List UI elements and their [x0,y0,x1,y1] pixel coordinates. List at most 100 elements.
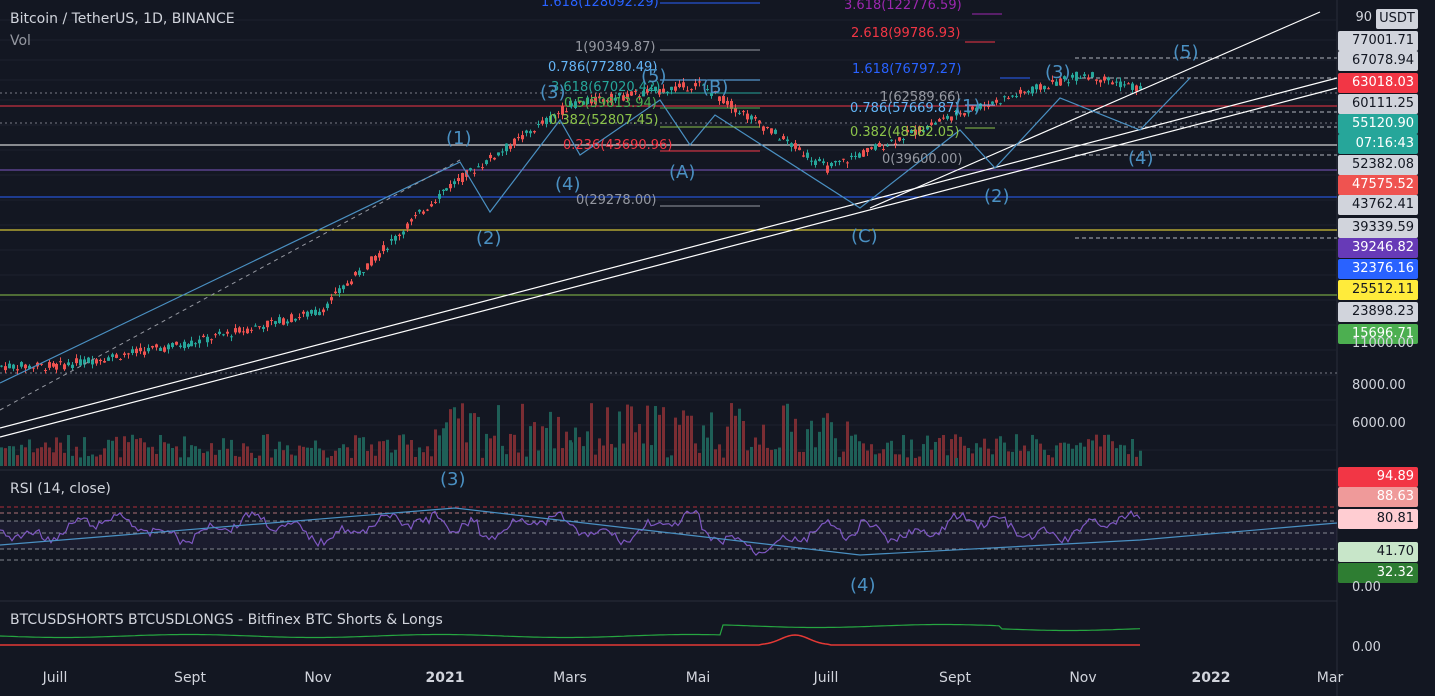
volume-bar [870,444,873,466]
rsi-level-badge[interactable]: 80.81 [1338,509,1418,529]
price-level-badge[interactable]: 52382.08 [1338,155,1418,175]
volume-bar [662,407,665,466]
price-level-badge[interactable]: 67078.94 [1338,51,1418,71]
volume-bar [658,414,661,466]
longs-line [0,623,1141,639]
candle-body [1019,89,1022,94]
candle-body [565,111,568,113]
volume-bar [1103,434,1106,466]
volume-bar [362,437,365,466]
price-level-badge[interactable]: 39339.59 [1338,218,1418,238]
fib-label: 1.618(76797.27) [852,62,962,77]
candle-body [638,96,641,98]
volume-bar [461,403,464,466]
price-level-badge[interactable]: 47575.52 [1338,175,1418,195]
price-level-badge[interactable]: 55120.90 [1338,114,1418,134]
volume-bar [878,453,881,466]
candle-body [175,341,178,345]
volume-bar [489,438,492,466]
volume-bar [75,446,78,466]
time-axis-tick: Juill [813,670,839,686]
candle-body [806,152,809,158]
candle-body [362,272,365,274]
price-level-badge[interactable]: 90 [1355,10,1372,25]
candle-body [477,166,480,168]
volume-bar [979,447,982,466]
candle-body [270,319,273,321]
candle-body [1099,79,1102,83]
candle-body [290,314,293,323]
wave-label: (B) [702,77,729,98]
candle-body [1043,85,1046,90]
price-level-badge[interactable]: 43762.41 [1338,195,1418,215]
volume-bar [99,454,102,466]
rsi-level-badge[interactable]: 41.70 [1338,542,1418,562]
candle-body [1079,77,1082,79]
candles [0,71,1142,375]
volume-bar [874,454,877,466]
candle-body [179,345,182,347]
candle-body [44,370,47,372]
candle-body [99,359,102,362]
candle-body [886,145,889,147]
price-level-badge[interactable]: 39246.82 [1338,238,1418,258]
shorts-title[interactable]: BTCUSDSHORTS BTCUSDLONGS - Bitfinex BTC … [10,612,443,628]
candle-body [63,364,66,370]
candle-body [246,328,249,334]
candle-body [1039,84,1042,90]
volume-bar [954,434,957,466]
rsi-title[interactable]: RSI (14, close) [10,481,111,497]
shorts-longs-pane [0,623,1141,646]
candle-body [690,89,693,91]
price-level-badge[interactable]: 23898.23 [1338,302,1418,322]
volume-bar [802,451,805,466]
time-axis-tick: Sept [939,670,971,686]
price-level-badge[interactable]: 60111.25 [1338,94,1418,114]
rsi-level-badge[interactable]: 32.32 [1338,563,1418,583]
candle-body [386,248,389,250]
volume-bar [445,422,448,466]
candle-body [598,96,601,99]
volume-bar [386,439,389,466]
candle-body [338,288,341,294]
candle-body [206,336,209,343]
volume-bar [557,416,560,466]
rsi-level-badge[interactable]: 88.63 [1338,487,1418,507]
volume-bar [1043,449,1046,466]
candle-body [545,118,548,125]
volume-bar [975,443,978,466]
price-level-badge[interactable]: 25512.11 [1338,280,1418,300]
candle-body [1011,95,1014,97]
candle-body [1075,71,1078,81]
candle-body [1047,88,1050,90]
price-level-badge[interactable]: 77001.71 [1338,31,1418,51]
volume-bar [430,456,433,466]
wave-label: (5) [641,66,667,87]
volume-bar [553,448,556,466]
candle-body [894,143,897,145]
candle-body [190,340,193,347]
symbol-title[interactable]: Bitcoin / TetherUS, 1D, BINANCE [10,11,235,27]
trendline [0,77,1338,429]
currency-badge[interactable]: USDT [1376,9,1418,29]
volume-bar [766,447,769,466]
price-level-badge[interactable]: 63018.03 [1338,73,1418,93]
candle-body [505,143,508,152]
volume-bar [1115,448,1118,466]
price-level-badge[interactable]: 15696.71 [1338,324,1418,344]
candle-body [485,160,488,165]
candle-body [553,114,556,117]
volume-bar [942,435,945,466]
candle-body [334,291,337,294]
volume-bar [890,440,893,466]
volume-bar [1075,445,1078,466]
candle-body [0,365,3,367]
candle-body [167,344,170,350]
candle-body [1067,82,1070,84]
volume-bar [1047,455,1050,466]
volume-bar [326,457,329,466]
rsi-level-badge[interactable]: 94.89 [1338,467,1418,487]
price-level-badge[interactable]: 32376.16 [1338,259,1418,279]
grid [0,0,1338,696]
